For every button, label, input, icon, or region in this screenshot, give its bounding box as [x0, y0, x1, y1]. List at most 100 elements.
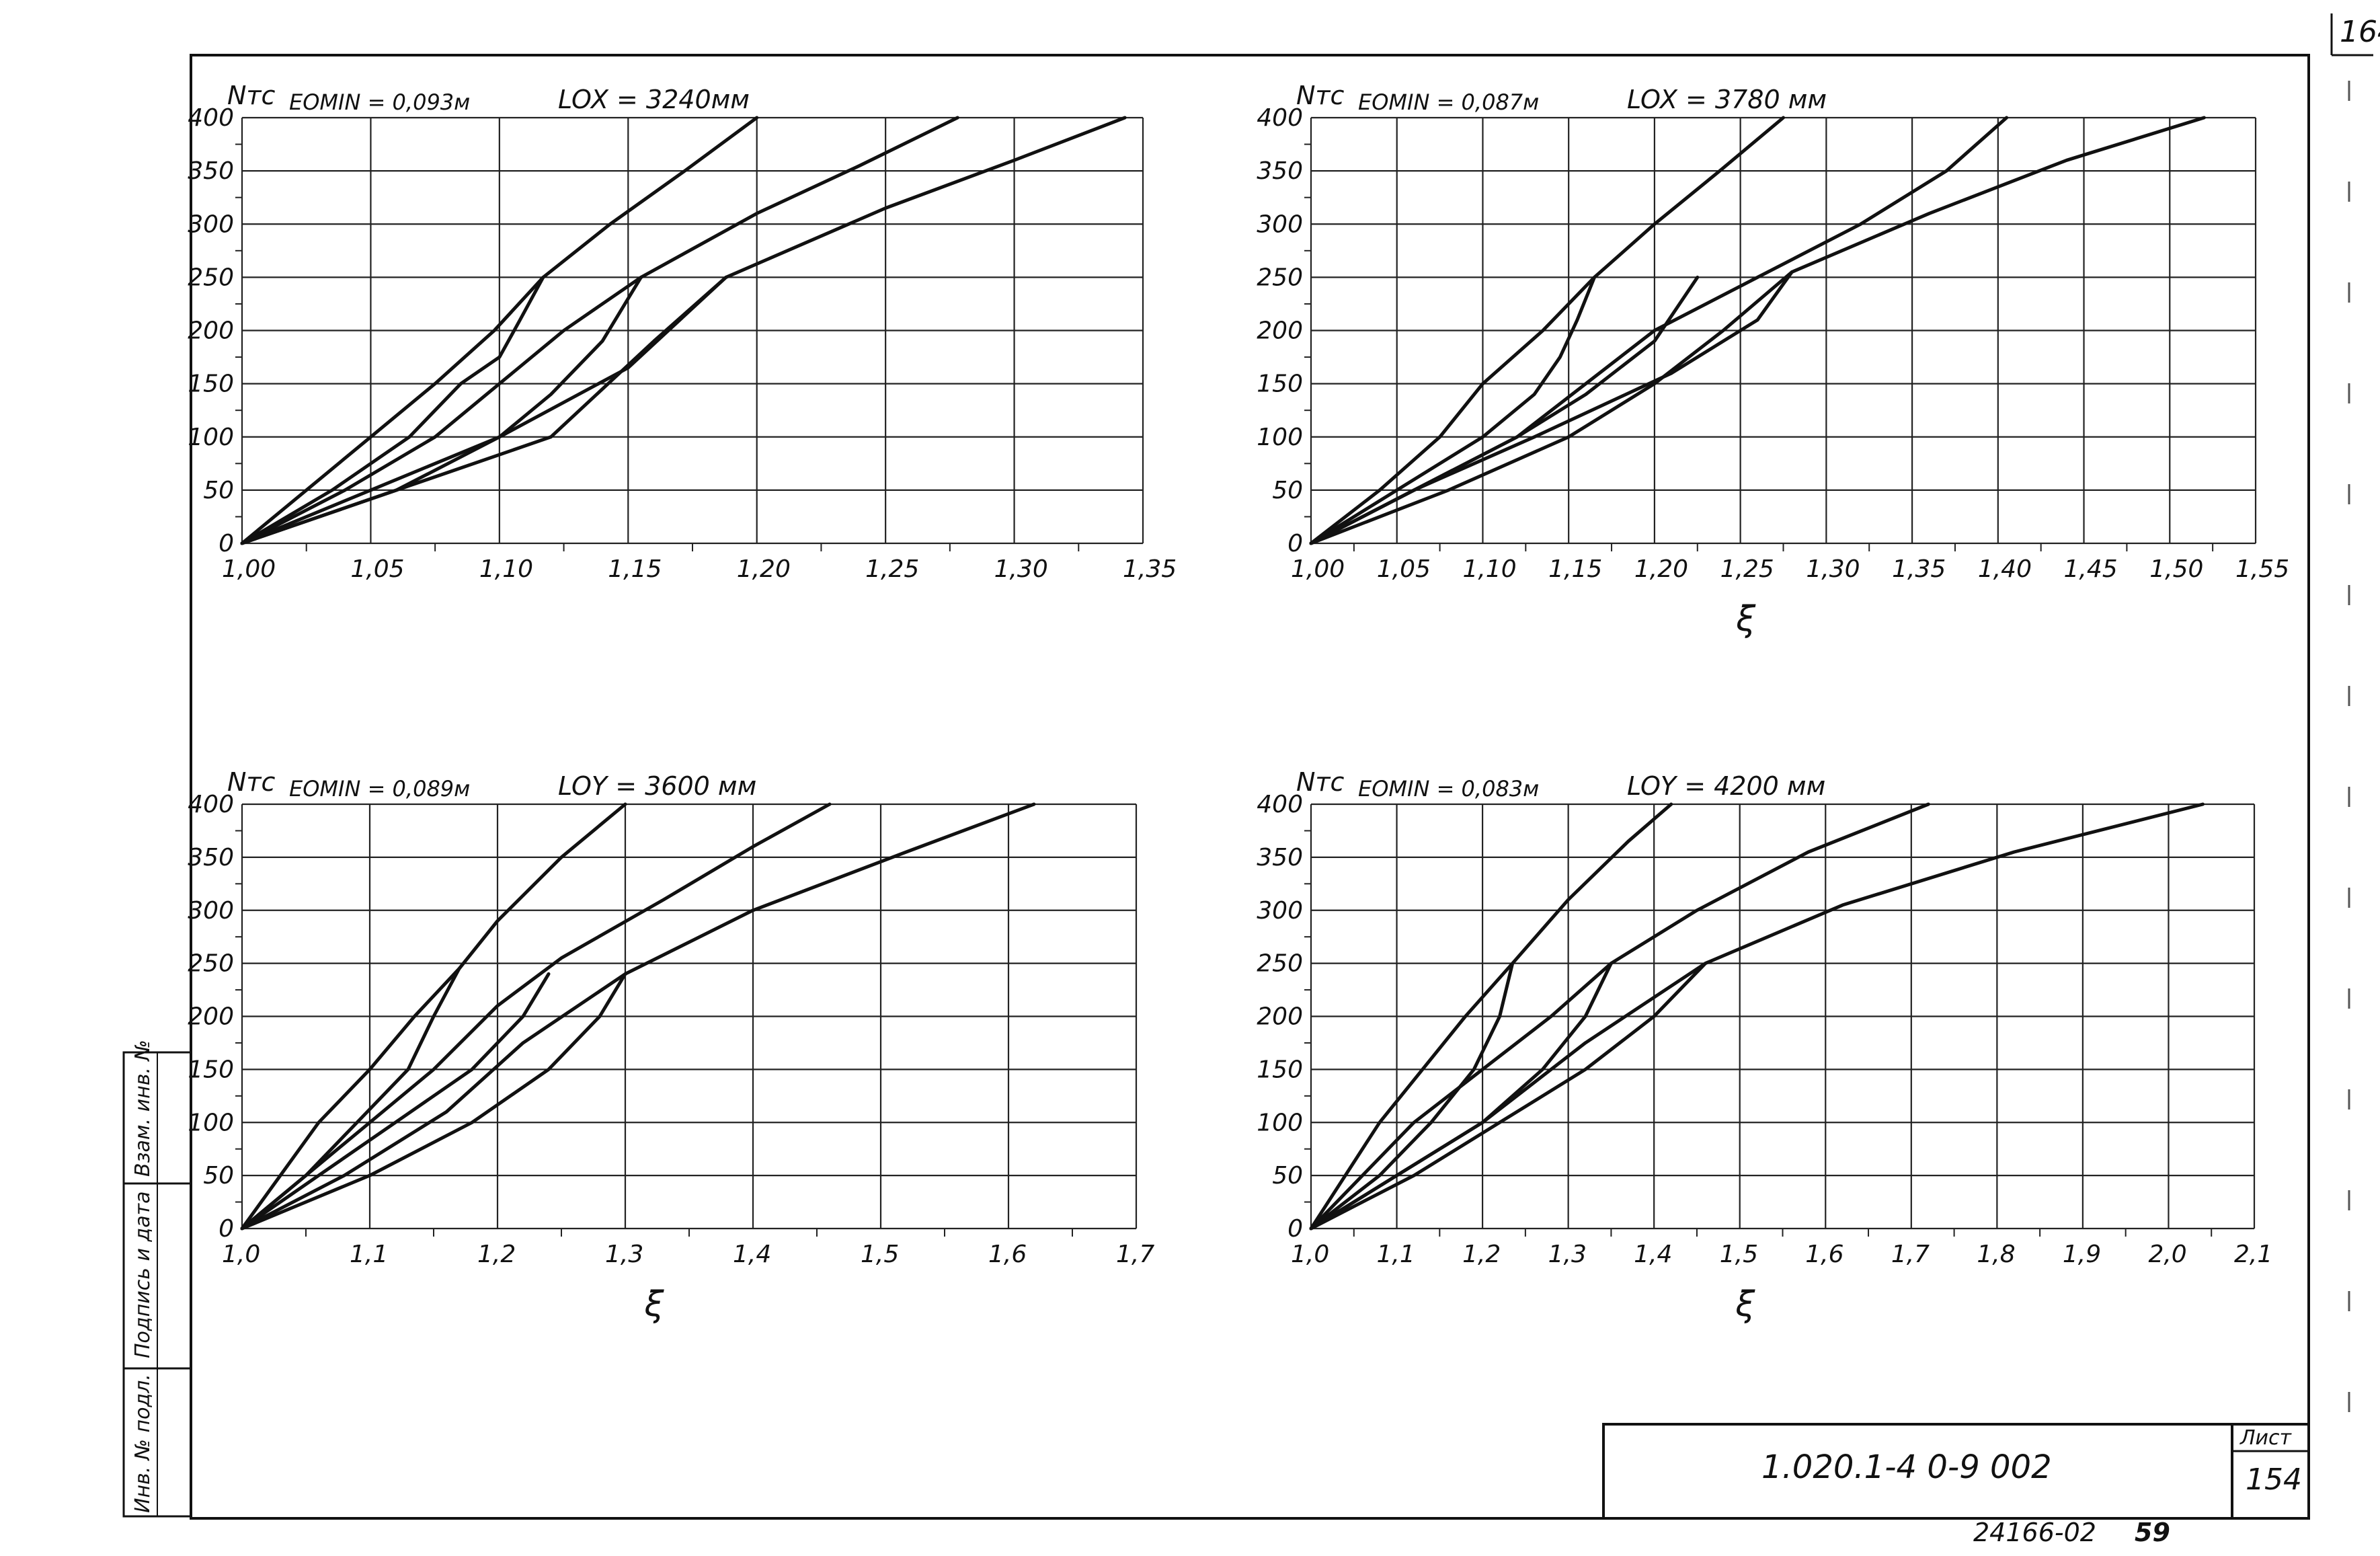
sheet-label: Лист: [2239, 1426, 2293, 1450]
chart-bottom-right: 1,0 1,1 1,2 1,3 1,4 1,5 1,6 1,7 1,8 1,9 2,0 2,1 0 50 1…: [1257, 767, 2272, 1325]
y-tick-label: 50: [203, 1162, 234, 1190]
y-tick-label: 100: [188, 1109, 234, 1136]
y-tick-label: 150: [1257, 371, 1303, 398]
x-tick-label: 1,5: [1720, 1241, 1758, 1268]
x-tick-label: 1,25: [1720, 555, 1774, 583]
x-axis-label: ξ: [1735, 599, 1756, 639]
x-tick-label: 1,05: [1377, 555, 1431, 583]
y-tick-label: 150: [188, 371, 234, 398]
x-tick-label: 1,10: [479, 555, 533, 583]
y-tick-label: 0: [1287, 1215, 1303, 1243]
y-axis-label: Nтс: [227, 767, 276, 797]
eccentricity-label: EOMIN = 0,087м: [1358, 89, 1539, 115]
x-tick-label: 1,7: [1891, 1241, 1930, 1268]
y-tick-label: 350: [1257, 157, 1303, 185]
x-tick-label: 1,6: [1805, 1241, 1843, 1268]
title-block: 1.020.1-4 0-9 002 Лист 154: [1602, 1423, 2310, 1520]
y-tick-label: 200: [1257, 317, 1303, 345]
x-tick-label: 1,0: [1291, 1241, 1329, 1268]
y-tick-label: 250: [188, 264, 234, 291]
y-tick-label: 400: [188, 104, 234, 132]
x-tick-label: 2,1: [2234, 1241, 2272, 1268]
series-curve-1: [240, 802, 627, 1231]
stamp-label-sign: Подпись и дата: [131, 1192, 155, 1359]
x-tick-label: 1,4: [733, 1241, 771, 1268]
y-tick-label: 0: [219, 530, 234, 557]
y-tick-label: 400: [1257, 104, 1303, 132]
series-curve-2: [1309, 275, 1596, 545]
x-tick-label: 1,20: [737, 555, 791, 583]
y-tick-label: 400: [1257, 791, 1303, 818]
y-tick-label: 100: [1257, 424, 1303, 451]
y-tick-label: 0: [219, 1215, 234, 1243]
y-tick-label: 350: [188, 157, 234, 185]
x-tick-label: 1,50: [2149, 555, 2203, 583]
y-tick-label: 150: [1257, 1056, 1303, 1083]
x-tick-label: 1,2: [1462, 1241, 1501, 1268]
x-tick-label: 1,25: [865, 555, 919, 583]
y-tick-label: 350: [1257, 844, 1303, 871]
y-tick-label: 50: [1272, 477, 1303, 504]
chart-top-right: 1,00 1,05 1,10 1,15 1,20 1,25 1,30 1,35 1,40 1,45…: [1257, 81, 2289, 639]
title-block-frame: [1602, 1423, 2310, 1520]
bottom-code: 24166-02: [1973, 1518, 2096, 1547]
x-tick-label: 1,4: [1634, 1241, 1672, 1268]
x-tick-label: 1,9: [2063, 1241, 2101, 1268]
y-tick-label: 250: [1257, 950, 1303, 978]
stamp-label-inv: Инв. № подл.: [131, 1374, 155, 1513]
series-curve-4: [240, 972, 551, 1231]
x-tick-label: 1,05: [350, 555, 404, 583]
x-tick-label: 1,00: [222, 555, 276, 583]
x-tick-label: 1,0: [222, 1241, 260, 1268]
x-tick-label: 1,30: [994, 555, 1048, 583]
y-tick-label: 100: [188, 424, 234, 451]
series-curve-2: [240, 275, 545, 545]
y-tick-label: 300: [188, 210, 234, 238]
y-tick-label: 350: [188, 844, 234, 871]
x-tick-label: 1,20: [1634, 555, 1688, 583]
series-curve-4: [240, 275, 643, 545]
series-curve-5: [240, 802, 1036, 1231]
x-tick-label: 1,30: [1806, 555, 1860, 583]
x-tick-label: 1,7: [1116, 1241, 1154, 1268]
y-tick-label: 400: [188, 791, 234, 818]
y-tick-label: 250: [188, 950, 234, 978]
series-curve-1: [1309, 802, 1673, 1231]
y-tick-label: 200: [188, 1003, 234, 1031]
x-tick-label: 1,8: [1977, 1241, 2015, 1268]
x-tick-label: 1,55: [2235, 555, 2289, 583]
stamp-label-replace: Взам. инв. №: [131, 1040, 155, 1177]
corner-number: 164: [2340, 15, 2380, 49]
sheet-number: 154: [2246, 1463, 2302, 1497]
series-curve-6: [240, 972, 627, 1231]
eccentricity-label: EOMIN = 0,083м: [1358, 776, 1539, 802]
document-code: 1.020.1-4 0-9 002: [1761, 1448, 2052, 1486]
x-tick-label: 1,3: [1548, 1241, 1587, 1268]
left-stamp: Инв. № подл. Подпись и дата Взам. инв. №: [122, 1040, 192, 1518]
x-tick-label: 1,10: [1462, 555, 1516, 583]
y-tick-label: 50: [203, 477, 234, 504]
x-tick-label: 1,15: [1548, 555, 1602, 583]
length-label: LOX = 3240мм: [558, 85, 750, 114]
y-tick-label: 200: [1257, 1003, 1303, 1031]
y-tick-label: 150: [188, 1056, 234, 1083]
length-label: LOY = 4200 мм: [1627, 771, 1825, 801]
series-curve-2: [240, 967, 461, 1231]
x-tick-label: 1,35: [1892, 555, 1946, 583]
series-curve-3: [240, 116, 959, 545]
eccentricity-label: EOMIN = 0,089м: [289, 776, 470, 802]
bottom-number: 59: [2135, 1518, 2170, 1547]
series-curve-1: [1309, 116, 1785, 545]
x-axis-label: ξ: [644, 1284, 665, 1325]
eccentricity-label: EOMIN = 0,093м: [289, 89, 470, 115]
x-tick-label: 1,1: [350, 1241, 388, 1268]
x-tick-label: 1,2: [477, 1241, 516, 1268]
series-curve-5: [1309, 116, 2206, 545]
series-curve-2: [1309, 962, 1515, 1231]
series-curve-5: [1309, 802, 2205, 1231]
y-axis-label: Nтс: [227, 81, 276, 110]
x-tick-label: 1,15: [608, 555, 662, 583]
x-tick-label: 1,3: [605, 1241, 643, 1268]
series-curve-3: [1309, 802, 1930, 1231]
